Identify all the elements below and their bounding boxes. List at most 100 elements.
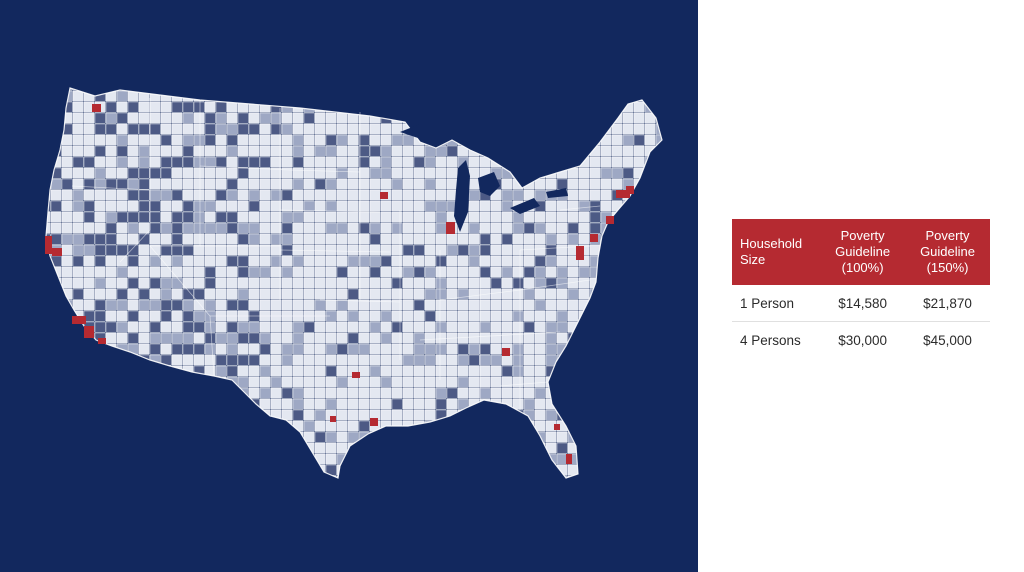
- county-tile[interactable]: [248, 464, 260, 476]
- county-tile[interactable]: [259, 442, 271, 454]
- county-tile[interactable]: [667, 421, 677, 431]
- county-tile[interactable]: [578, 222, 590, 234]
- county-tile[interactable]: [523, 321, 535, 333]
- county-tile[interactable]: [534, 365, 546, 377]
- county-tile[interactable]: [622, 321, 634, 333]
- county-tile[interactable]: [468, 442, 480, 454]
- county-tile[interactable]: [358, 288, 370, 300]
- county-tile[interactable]: [347, 464, 359, 476]
- county-tile[interactable]: [248, 299, 260, 311]
- county-tile[interactable]: [215, 365, 227, 377]
- county-tile[interactable]: [127, 189, 139, 201]
- county-tile[interactable]: [259, 200, 271, 212]
- county-tile[interactable]: [523, 255, 535, 267]
- county-tile[interactable]: [446, 464, 458, 476]
- county-tile[interactable]: [523, 134, 535, 146]
- county-tile[interactable]: [611, 354, 623, 366]
- county-tile[interactable]: [83, 211, 95, 223]
- county-tile[interactable]: [369, 255, 381, 267]
- county-tile[interactable]: [644, 464, 656, 476]
- county-tile[interactable]: [61, 178, 73, 190]
- county-tile[interactable]: [237, 409, 249, 421]
- county-tile[interactable]: [237, 420, 249, 432]
- county-tile[interactable]: [325, 134, 337, 146]
- county-tile[interactable]: [303, 178, 315, 190]
- county-tile[interactable]: [501, 200, 513, 212]
- county-tile[interactable]: [336, 145, 348, 157]
- county-tile[interactable]: [281, 178, 293, 190]
- county-tile[interactable]: [204, 80, 216, 91]
- county-tile[interactable]: [600, 167, 612, 179]
- county-tile[interactable]: [600, 222, 612, 234]
- county-tile[interactable]: [369, 376, 381, 388]
- county-tile[interactable]: [424, 266, 436, 278]
- county-tile[interactable]: [446, 299, 458, 311]
- county-tile[interactable]: [249, 487, 259, 497]
- county-tile[interactable]: [193, 200, 205, 212]
- county-tile[interactable]: [358, 255, 370, 267]
- county-tile[interactable]: [293, 487, 303, 497]
- county-tile[interactable]: [512, 222, 524, 234]
- county-tile[interactable]: [325, 255, 337, 267]
- county-tile[interactable]: [83, 409, 95, 421]
- county-tile[interactable]: [490, 354, 502, 366]
- county-tile[interactable]: [105, 376, 117, 388]
- county-tile[interactable]: [479, 244, 491, 256]
- county-tile[interactable]: [347, 123, 359, 135]
- county-tile[interactable]: [457, 321, 469, 333]
- county-tile[interactable]: [556, 453, 568, 465]
- county-tile[interactable]: [50, 420, 62, 432]
- county-tile[interactable]: [127, 156, 139, 168]
- county-tile[interactable]: [94, 178, 106, 190]
- county-tile[interactable]: [160, 178, 172, 190]
- county-tile[interactable]: [40, 255, 51, 267]
- county-tile[interactable]: [237, 145, 249, 157]
- county-tile[interactable]: [556, 101, 568, 113]
- county-tile[interactable]: [446, 244, 458, 256]
- county-tile[interactable]: [435, 189, 447, 201]
- county-tile[interactable]: [182, 420, 194, 432]
- county-tile[interactable]: [479, 299, 491, 311]
- county-tile[interactable]: [567, 288, 579, 300]
- county-tile[interactable]: [479, 387, 491, 399]
- county-tile[interactable]: [413, 233, 425, 245]
- county-tile[interactable]: [171, 475, 183, 486]
- county-tile[interactable]: [545, 332, 557, 344]
- county-tile[interactable]: [204, 222, 216, 234]
- county-tile[interactable]: [358, 365, 370, 377]
- county-tile[interactable]: [149, 189, 161, 201]
- county-tile[interactable]: [446, 420, 458, 432]
- county-tile[interactable]: [50, 233, 62, 245]
- county-tile[interactable]: [358, 189, 370, 201]
- county-tile[interactable]: [72, 244, 84, 256]
- county-tile[interactable]: [391, 156, 403, 168]
- county-tile[interactable]: [314, 244, 326, 256]
- county-tile[interactable]: [556, 332, 568, 344]
- county-tile[interactable]: [567, 299, 579, 311]
- county-tile[interactable]: [226, 299, 238, 311]
- county-tile[interactable]: [600, 101, 612, 113]
- county-tile[interactable]: [501, 90, 513, 102]
- county-tile[interactable]: [644, 387, 656, 399]
- county-tile[interactable]: [347, 266, 359, 278]
- county-tile[interactable]: [105, 332, 117, 344]
- county-tile[interactable]: [446, 453, 458, 465]
- county-tile[interactable]: [237, 80, 249, 91]
- county-tile[interactable]: [160, 189, 172, 201]
- county-tile[interactable]: [380, 387, 392, 399]
- county-tile[interactable]: [589, 80, 601, 91]
- county-tile[interactable]: [512, 453, 524, 465]
- county-tile[interactable]: [556, 200, 568, 212]
- county-tile[interactable]: [633, 475, 645, 486]
- county-tile[interactable]: [479, 277, 491, 289]
- county-tile[interactable]: [248, 112, 260, 124]
- county-tile[interactable]: [149, 387, 161, 399]
- county-tile[interactable]: [347, 354, 359, 366]
- county-tile[interactable]: [611, 387, 623, 399]
- county-tile[interactable]: [248, 189, 260, 201]
- county-tile[interactable]: [50, 200, 62, 212]
- county-tile[interactable]: [237, 453, 249, 465]
- county-tile[interactable]: [194, 487, 204, 497]
- county-tile[interactable]: [501, 189, 513, 201]
- county-tile[interactable]: [600, 387, 612, 399]
